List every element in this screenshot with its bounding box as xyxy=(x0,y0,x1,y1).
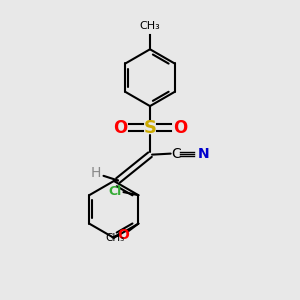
Text: N: N xyxy=(198,147,209,160)
Text: CH₃: CH₃ xyxy=(140,21,160,31)
Text: Cl: Cl xyxy=(108,184,121,198)
Text: O: O xyxy=(117,228,129,242)
Text: S: S xyxy=(143,119,157,137)
Text: C: C xyxy=(171,147,181,160)
Text: O: O xyxy=(113,119,127,137)
Text: H: H xyxy=(91,166,101,180)
Text: CH₃: CH₃ xyxy=(105,232,124,243)
Text: O: O xyxy=(173,119,187,137)
